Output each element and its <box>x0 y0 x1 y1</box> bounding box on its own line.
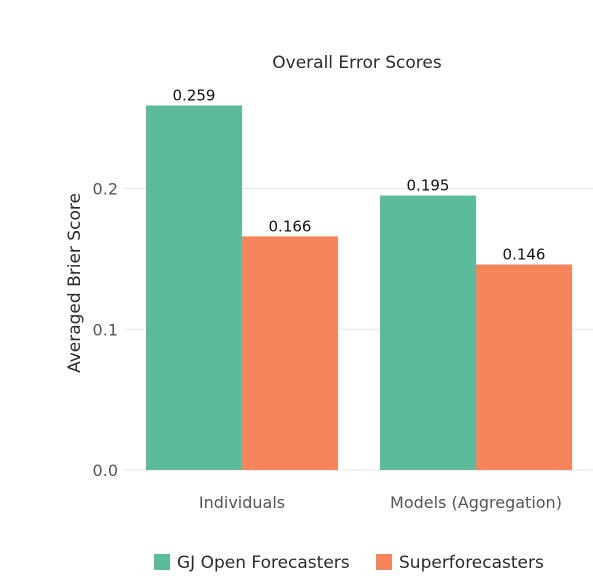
bar-value-label: 0.195 <box>407 177 450 195</box>
x-tick-label: Models (Aggregation) <box>390 493 562 512</box>
chart-title: Overall Error Scores <box>272 53 442 73</box>
bar <box>476 264 572 470</box>
bar-value-label: 0.259 <box>173 86 216 104</box>
x-tick-label: Individuals <box>199 493 285 512</box>
bar <box>380 195 476 471</box>
legend-swatch-gj-open <box>154 554 170 570</box>
bar <box>146 105 242 471</box>
legend-label-superforecasters: Superforecasters <box>399 553 544 573</box>
bar-value-label: 0.166 <box>269 217 312 235</box>
legend-label-gj-open: GJ Open Forecasters <box>177 553 350 573</box>
y-tick-label: 0.1 <box>93 320 118 339</box>
bar <box>242 236 338 470</box>
y-axis-title: Averaged Brier Score <box>65 193 85 373</box>
y-tick-label: 0.0 <box>93 461 118 480</box>
y-tick-label: 0.2 <box>93 180 118 199</box>
bar-value-label: 0.146 <box>503 246 546 264</box>
legend: GJ Open Forecasters Superforecasters <box>154 553 544 573</box>
legend-swatch-superforecasters <box>376 554 392 570</box>
